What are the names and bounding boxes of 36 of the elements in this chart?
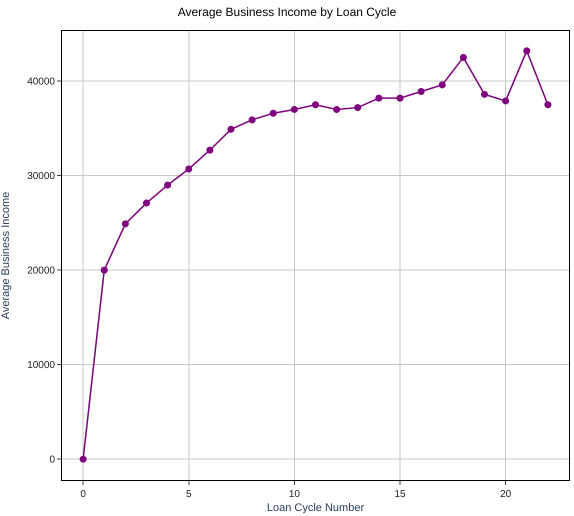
y-tick-label: 0 [49, 454, 56, 466]
point [143, 200, 150, 207]
point [80, 456, 87, 463]
point [544, 101, 552, 108]
point [290, 106, 298, 113]
point [122, 220, 129, 228]
x-tick-label: 10 [288, 489, 300, 500]
point [312, 101, 319, 108]
point [375, 94, 382, 102]
point [502, 97, 510, 104]
point [418, 88, 425, 95]
y-tick-label: 20000 [27, 266, 56, 277]
y-tick-label: 10000 [27, 360, 56, 372]
point [248, 116, 256, 124]
x-axis-title: Loan Cycle Number [266, 502, 364, 514]
point [333, 106, 340, 113]
point [206, 146, 214, 154]
y-tick-label: 40000 [27, 76, 56, 88]
point [270, 110, 277, 117]
y-tick-label: 30000 [27, 171, 56, 182]
point [100, 266, 108, 274]
point [354, 104, 362, 112]
point [396, 94, 404, 102]
point [185, 166, 192, 173]
point [523, 47, 530, 54]
x-tick-label: 15 [394, 489, 406, 500]
point [228, 126, 234, 133]
x-tick-label: 0 [80, 489, 86, 500]
x-tick-label: 20 [500, 489, 512, 500]
point [164, 182, 172, 189]
point [481, 90, 488, 98]
point [438, 81, 446, 88]
point [460, 54, 467, 61]
x-tick-label: 5 [186, 489, 192, 500]
y-axis-title: Average Business Income [0, 192, 12, 320]
chart-title: Average Business Income by Loan Cycle [178, 5, 397, 20]
